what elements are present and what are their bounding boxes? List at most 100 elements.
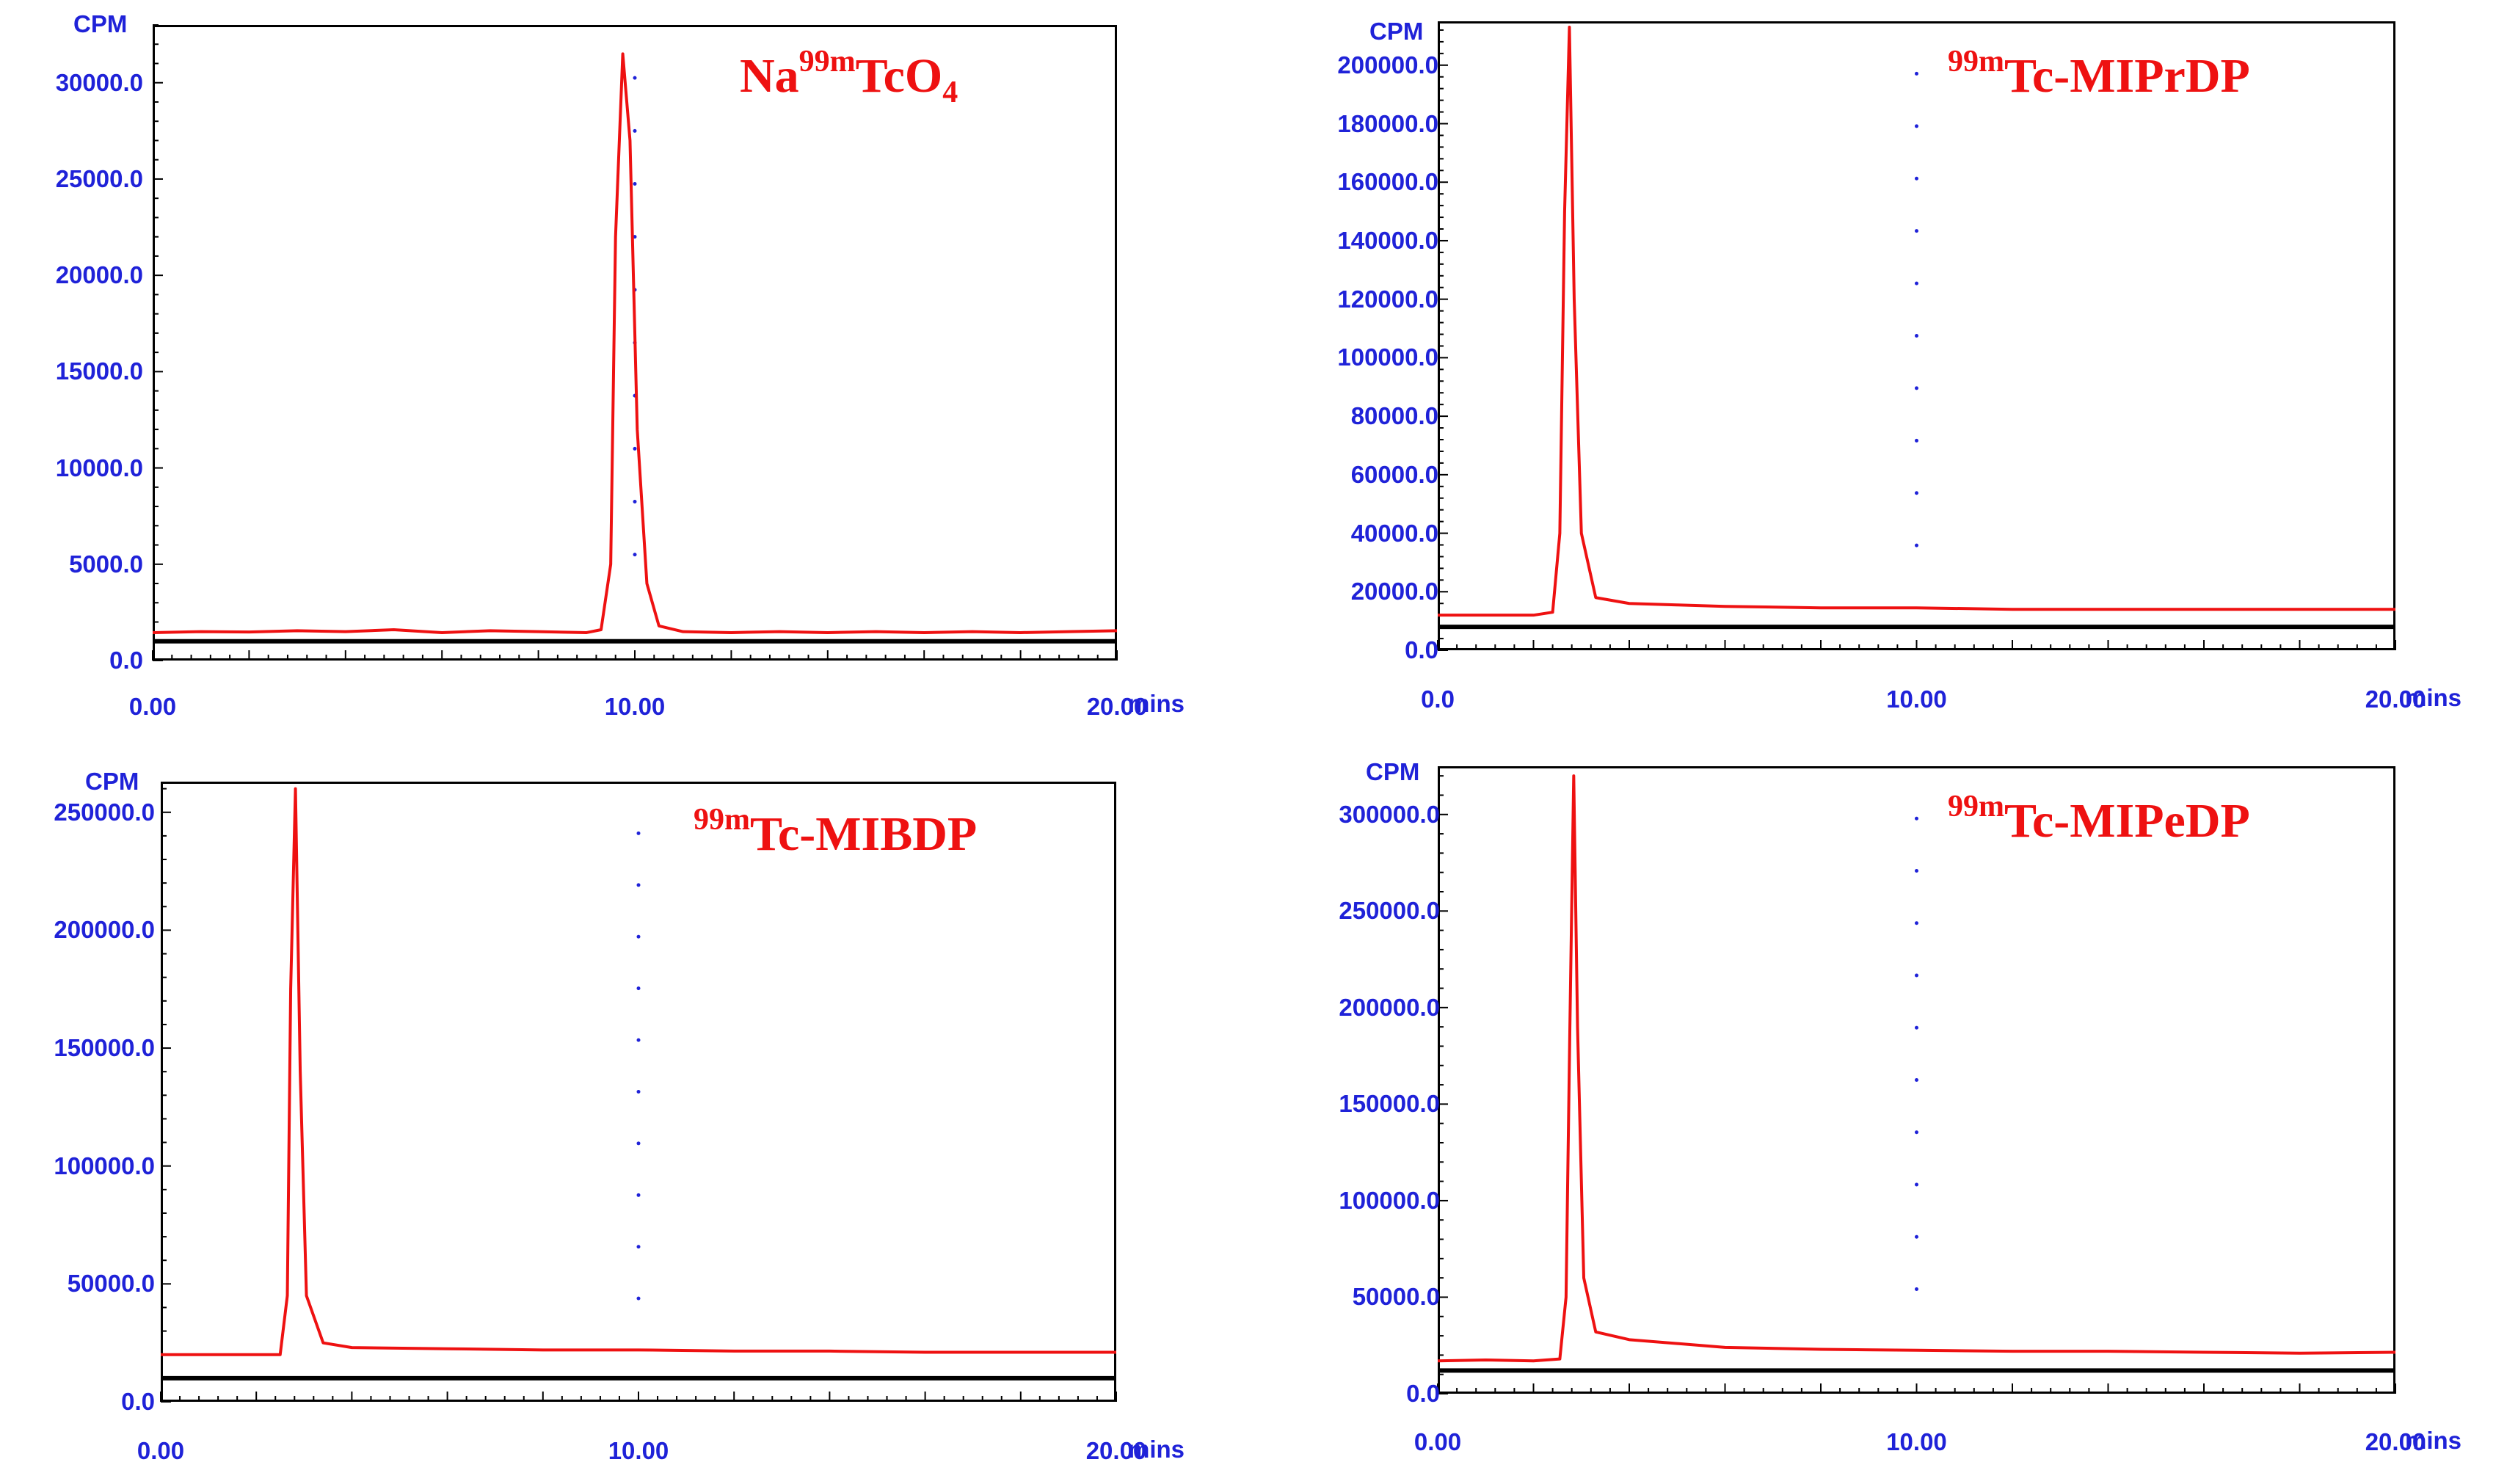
y-tick-label: 40000.0 — [1350, 519, 1438, 547]
x-tick-label: 20.00 — [1086, 693, 1148, 720]
marker-dot — [636, 934, 641, 939]
y-tick-label: 0.0 — [1406, 1380, 1440, 1407]
x-axis-unit: mins — [1128, 690, 1185, 717]
x-axis-unit: mins — [2405, 1427, 2462, 1454]
chromatogram-line — [1438, 25, 2395, 617]
marker-dot — [633, 500, 637, 503]
marker-dot — [636, 883, 641, 887]
x-tick-label: 0.00 — [1413, 1428, 1462, 1455]
x-tick-label: 20.00 — [1085, 1437, 1147, 1464]
y-tick-label: 300000.0 — [1339, 800, 1440, 828]
marker-dot — [1915, 438, 1918, 443]
marker-dot — [1915, 71, 1918, 76]
y-tick-label: 25000.0 — [55, 164, 143, 192]
y-tick-label: 100000.0 — [1337, 343, 1438, 371]
marker-dot — [1915, 386, 1918, 390]
marker-dot — [1915, 229, 1918, 233]
x-axis-unit: mins — [2405, 684, 2462, 711]
x-tick-label: 0.0 — [1421, 685, 1455, 713]
marker-dot — [1915, 176, 1918, 181]
y-tick-label: 100000.0 — [54, 1152, 155, 1179]
y-tick-label: 20000.0 — [55, 261, 143, 289]
title-main: TcO — [855, 49, 943, 103]
title-main: Tc-MIBDP — [750, 807, 978, 861]
y-tick-label: 120000.0 — [1337, 285, 1438, 313]
marker-dot — [633, 553, 637, 557]
title-sub: 4 — [942, 76, 958, 109]
title-sup: 99m — [694, 803, 750, 837]
marker-dot — [1915, 1130, 1918, 1135]
x-tick-label: 0.00 — [137, 1437, 185, 1464]
marker-dot — [636, 831, 641, 835]
marker-dot — [1915, 1182, 1918, 1187]
x-tick-label: 10.00 — [604, 693, 666, 720]
y-tick-label: 0.0 — [109, 647, 143, 674]
marker-dot — [633, 76, 637, 80]
y-tick-label: 150000.0 — [54, 1034, 155, 1062]
y-tick-label: 100000.0 — [1339, 1186, 1440, 1214]
y-tick-label: 180000.0 — [1337, 109, 1438, 137]
marker-dot — [1915, 543, 1918, 548]
y-tick-label: 60000.0 — [1350, 460, 1438, 488]
y-axis-unit: CPM — [1366, 758, 1420, 785]
marker-dot — [633, 446, 637, 451]
marker-dot — [1915, 816, 1918, 821]
chromatogram-line — [152, 52, 1118, 634]
title-main: Tc-MIPrDP — [2004, 49, 2250, 103]
marker-dot — [1915, 491, 1918, 495]
marker-dot — [636, 986, 641, 991]
y-axis-unit: CPM — [73, 10, 128, 37]
y-axis-unit: CPM — [1369, 18, 1424, 45]
x-tick-label: 20.00 — [2365, 685, 2426, 713]
marker-dot — [1915, 1287, 1918, 1291]
y-tick-label: 50000.0 — [67, 1270, 155, 1298]
title-sup: 99m — [1948, 45, 2004, 79]
marker-dot — [1915, 921, 1918, 925]
y-tick-label: 250000.0 — [54, 798, 155, 826]
x-tick-label: 10.00 — [1886, 685, 1947, 713]
x-tick-label: 0.00 — [128, 693, 177, 720]
chart-title: 99mTc-MIPeDP — [1948, 790, 2250, 849]
y-tick-label: 0.0 — [121, 1388, 155, 1415]
title-main: Tc-MIPeDP — [2004, 794, 2250, 848]
chart-title: 99mTc-MIPrDP — [1948, 45, 2250, 104]
y-tick-label: 30000.0 — [55, 68, 143, 96]
x-tick-label: 10.00 — [1886, 1428, 1947, 1455]
marker-dot — [636, 1090, 641, 1094]
marker-dot — [636, 1296, 641, 1301]
y-tick-label: 80000.0 — [1350, 402, 1438, 430]
marker-dot — [1915, 1025, 1918, 1030]
marker-dot — [636, 1038, 641, 1042]
y-tick-label: 15000.0 — [55, 357, 143, 385]
y-tick-label: 10000.0 — [55, 454, 143, 481]
y-tick-label: 200000.0 — [54, 916, 155, 944]
y-tick-label: 50000.0 — [1352, 1283, 1440, 1311]
y-axis-unit: CPM — [85, 768, 139, 795]
marker-dot — [1915, 124, 1918, 128]
marker-dot — [1915, 1078, 1918, 1082]
marker-dot — [633, 128, 637, 133]
title-prefix: Na — [740, 49, 799, 103]
marker-dot — [1915, 973, 1918, 978]
x-tick-label: 20.00 — [2365, 1428, 2426, 1455]
marker-dot — [1915, 869, 1918, 873]
chart-title: Na99mTcO4 — [740, 45, 958, 109]
x-tick-label: 10.00 — [608, 1437, 669, 1464]
y-tick-label: 150000.0 — [1339, 1090, 1440, 1118]
marker-dot — [1915, 1234, 1918, 1239]
marker-dot — [636, 1141, 641, 1146]
y-tick-label: 200000.0 — [1339, 993, 1440, 1021]
marker-dot — [1915, 334, 1918, 338]
y-tick-label: 0.0 — [1405, 636, 1438, 663]
chromatogram-line — [1437, 774, 2396, 1363]
marker-dot — [633, 182, 637, 186]
y-tick-label: 140000.0 — [1337, 226, 1438, 254]
marker-dot — [636, 1245, 641, 1249]
chart-title: 99mTc-MIBDP — [694, 803, 978, 862]
marker-dot — [633, 235, 637, 239]
y-tick-label: 160000.0 — [1337, 168, 1438, 196]
y-tick-label: 250000.0 — [1339, 897, 1440, 925]
marker-dot — [1915, 281, 1918, 285]
y-tick-label: 200000.0 — [1337, 51, 1438, 79]
